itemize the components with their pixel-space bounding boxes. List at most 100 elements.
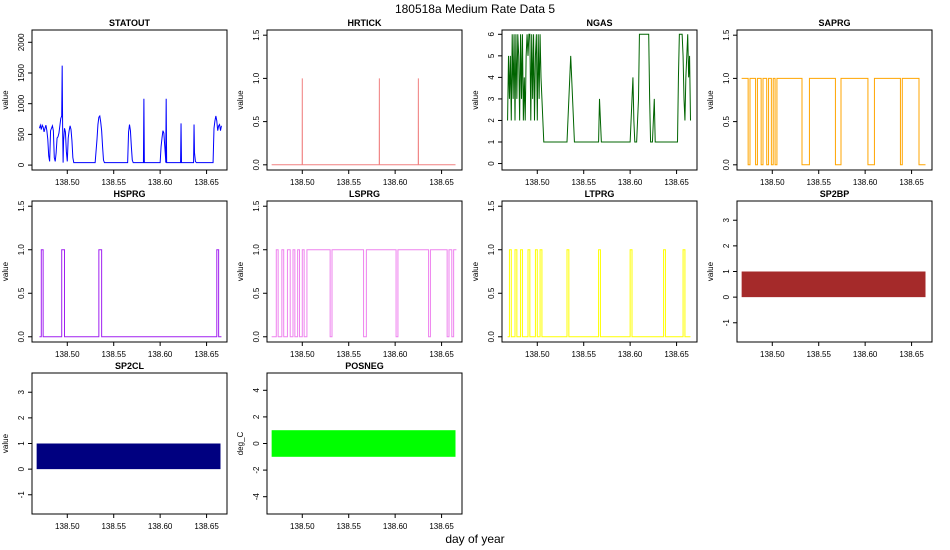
x-tick-label: 138.55	[336, 350, 361, 359]
series-band-sp2cl	[36, 443, 221, 470]
y-tick-label: 1.5	[17, 200, 26, 212]
y-tick-label: 2	[722, 243, 731, 248]
y-tick-label: 2	[17, 415, 26, 420]
y-axis-label-statout: value	[1, 90, 10, 110]
x-tick-label: 138.50	[290, 178, 315, 187]
x-tick-label: 138.65	[429, 522, 454, 531]
series-line-ltprg	[507, 249, 691, 338]
plot-frame-lsprg	[266, 200, 463, 343]
y-tick-label: 3	[17, 389, 26, 394]
x-tick-label: 138.50	[525, 178, 550, 187]
series-line-statout	[38, 65, 222, 164]
x-tick-label: 138.65	[899, 178, 924, 187]
x-tick-label: 138.55	[101, 522, 126, 531]
y-tick-label: 1.5	[487, 200, 496, 212]
x-tick-label: 138.65	[429, 178, 454, 187]
panel-title-saprg: SAPRG	[818, 18, 850, 28]
y-tick-label: 1	[487, 139, 496, 144]
y-tick-label: 6	[487, 32, 496, 37]
series-line-hsprg	[39, 249, 222, 338]
y-tick-label: 4	[487, 75, 496, 80]
x-tick-label: 138.55	[101, 178, 126, 187]
y-tick-label: 1.5	[722, 29, 731, 41]
y-axis-label-posneg: deg_C	[236, 431, 245, 455]
y-tick-label: 0.5	[722, 115, 731, 127]
panel-sp2bp: SP2BP value 138.50 138.55 138.60 138.65 -1 0 1 2 3	[706, 189, 933, 359]
y-tick-label: 3	[487, 96, 496, 101]
plot-frame-ngas	[501, 29, 698, 171]
series-line-lsprg	[271, 249, 457, 338]
plot-frame-ltprg	[501, 200, 698, 343]
y-tick-label: 0.5	[252, 287, 261, 299]
y-tick-label: 500	[17, 127, 26, 141]
x-tick-label: 138.65	[194, 178, 219, 187]
x-tick-label: 138.55	[806, 178, 831, 187]
y-tick-label: 1.0	[252, 72, 261, 84]
panel-lsprg: LSPRG value 138.50 138.55 138.60 138.65 0.0 0.5…	[236, 189, 463, 359]
panel-title-posneg: POSNEG	[345, 361, 384, 371]
y-tick-label: 2	[487, 118, 496, 123]
x-tick-label: 138.50	[525, 350, 550, 359]
y-axis-label-hsprg: value	[1, 261, 10, 281]
x-tick-label: 138.50	[760, 178, 785, 187]
y-tick-label: 3	[722, 217, 731, 222]
y-tick-label: -1	[722, 319, 731, 327]
x-tick-label: 138.50	[55, 522, 80, 531]
series-band-posneg	[271, 430, 456, 457]
figure-xlabel: day of year	[445, 532, 504, 546]
y-tick-label: 1.0	[252, 244, 261, 256]
panel-posneg: POSNEG deg_C 138.50 138.55 138.60 138.65 -4 -2 0…	[236, 361, 463, 531]
y-axis-label-lsprg: value	[236, 261, 245, 281]
x-tick-label: 138.50	[55, 178, 80, 187]
figure-title: 180518a Medium Rate Data 5	[395, 2, 555, 16]
x-tick-label: 138.60	[383, 350, 408, 359]
y-tick-label: 1000	[17, 94, 26, 112]
panel-hsprg: HSPRG value 138.50 138.55 138.60 138.65 0.0 0.5…	[1, 189, 228, 359]
y-tick-label: 1.0	[17, 244, 26, 256]
x-tick-label: 138.60	[148, 522, 173, 531]
x-tick-label: 138.60	[383, 178, 408, 187]
series-line-ngas	[507, 33, 691, 143]
panel-title-lsprg: LSPRG	[349, 189, 380, 199]
y-axis-label-sp2bp: value	[706, 261, 715, 281]
panel-title-hsprg: HSPRG	[113, 189, 145, 199]
series-line-hrtick	[271, 78, 456, 166]
panel-title-sp2bp: SP2BP	[820, 189, 850, 199]
x-tick-label: 138.55	[336, 522, 361, 531]
y-tick-label: 1	[722, 269, 731, 274]
panel-title-ngas: NGAS	[586, 18, 612, 28]
y-tick-label: -2	[252, 466, 261, 474]
panel-title-ltprg: LTPRG	[585, 189, 615, 199]
series-line-saprg	[741, 77, 926, 166]
x-tick-label: 138.65	[664, 178, 689, 187]
x-tick-label: 138.65	[194, 522, 219, 531]
y-tick-label: 0	[252, 441, 261, 446]
y-tick-label: 0	[487, 161, 496, 166]
y-tick-label: 0.0	[252, 159, 261, 171]
y-tick-label: -4	[252, 493, 261, 501]
y-tick-label: 0.5	[252, 115, 261, 127]
y-tick-label: 1.5	[252, 29, 261, 41]
y-tick-label: 0	[722, 294, 731, 299]
y-tick-label: 1.0	[487, 244, 496, 256]
x-tick-label: 138.65	[664, 350, 689, 359]
plot-frame-saprg	[736, 29, 933, 171]
y-tick-label: -1	[17, 491, 26, 499]
y-tick-label: 1.0	[722, 72, 731, 84]
y-tick-label: 1.5	[252, 200, 261, 212]
plot-frame-statout	[31, 29, 228, 171]
panel-title-statout: STATOUT	[109, 18, 150, 28]
x-tick-label: 138.55	[571, 178, 596, 187]
x-tick-label: 138.60	[148, 350, 173, 359]
y-tick-label: 0	[17, 162, 26, 167]
x-tick-label: 138.60	[383, 522, 408, 531]
x-tick-label: 138.65	[194, 350, 219, 359]
y-tick-label: 5	[487, 53, 496, 58]
panel-title-hrtick: HRTICK	[348, 18, 382, 28]
x-tick-label: 138.60	[853, 350, 878, 359]
panel-hrtick: HRTICK value 138.50 138.55 138.60 138.65 0.0 0.…	[236, 18, 463, 187]
x-tick-label: 138.65	[429, 350, 454, 359]
series-band-sp2bp	[741, 271, 926, 298]
panel-ngas: NGAS value 138.50 138.55 138.60 138.65 0 1 2 3 4 5 6	[471, 18, 698, 187]
